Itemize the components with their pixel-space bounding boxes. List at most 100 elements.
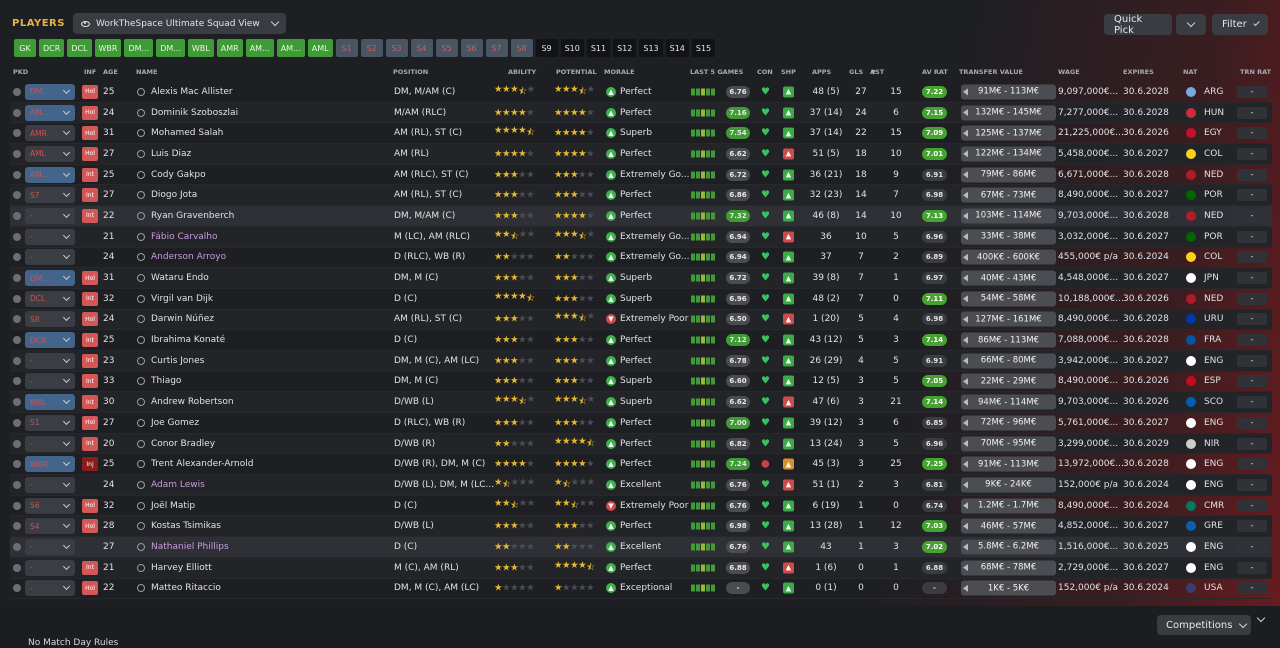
- role-selector[interactable]: -: [25, 538, 75, 555]
- table-row[interactable]: DCL Int 32 Virgil van Dijk D (C) ★ ★ ★ ★ ⯪ ★…: [10, 289, 1272, 310]
- player-name[interactable]: Fábio Carvalho: [151, 231, 218, 242]
- table-row[interactable]: AMR Hol 31 Mohamed Salah AM (RL), ST (C)…: [10, 123, 1272, 145]
- player-name[interactable]: Kostas Tsimikas: [151, 521, 221, 532]
- position-filter-14[interactable]: S4: [410, 39, 433, 57]
- role-selector[interactable]: AM...: [25, 166, 75, 183]
- column-header[interactable]: TRN RAT: [1240, 68, 1272, 76]
- table-row[interactable]: DM... Hol 25 Alexis Mac Allister DM, M/A…: [10, 82, 1272, 103]
- position-filter-18[interactable]: S8: [510, 39, 533, 57]
- role-selector[interactable]: AM...: [25, 104, 75, 121]
- pick-toggle[interactable]: [13, 274, 21, 283]
- column-header[interactable]: CON: [757, 68, 773, 76]
- table-row[interactable]: - Int 20 Conor Bradley D/WB (R) ★ ★ ★ ★ ★ ★ ★…: [10, 433, 1272, 455]
- role-selector[interactable]: WBR: [25, 456, 75, 473]
- pick-toggle[interactable]: [13, 170, 21, 179]
- position-filter-10[interactable]: AML: [307, 39, 333, 57]
- table-row[interactable]: AML Hol 27 Luis Diaz AM (RL) ★ ★ ★ ★ ★ ★ ★ ★ ★ ★…: [10, 144, 1272, 165]
- position-filter-17[interactable]: S7: [485, 39, 508, 57]
- view-selector[interactable]: WorkTheSpace Ultimate Squad View: [72, 13, 286, 34]
- table-row[interactable]: DM... Hol 31 Wataru Endo DM, M (C) ★ ★ ★ ★ ★…: [10, 268, 1272, 289]
- position-filter-4[interactable]: DM...: [124, 39, 154, 57]
- pick-toggle[interactable]: [13, 542, 21, 551]
- position-filter-5[interactable]: DM...: [156, 39, 185, 57]
- role-selector[interactable]: S4: [25, 518, 75, 535]
- player-name[interactable]: Cody Gakpo: [151, 169, 206, 180]
- pick-toggle[interactable]: [13, 563, 21, 572]
- player-name[interactable]: Curtis Jones: [151, 355, 205, 366]
- pick-toggle[interactable]: [13, 129, 21, 138]
- table-row[interactable]: - Int 23 Curtis Jones DM, M (C), AM (LC)…: [10, 350, 1272, 372]
- role-selector[interactable]: -: [25, 435, 75, 452]
- column-header[interactable]: WAGE: [1058, 68, 1080, 76]
- player-name[interactable]: Trent Alexander-Arnold: [151, 459, 254, 470]
- player-name[interactable]: Joël Matip: [151, 500, 196, 511]
- role-selector[interactable]: S6: [25, 497, 75, 514]
- table-row[interactable]: DCR Int 25 Ibrahima Konaté D (C) ★ ★ ★ ★ ★ ★…: [10, 330, 1272, 351]
- role-selector[interactable]: WBL: [25, 394, 75, 411]
- column-header[interactable]: AGE: [103, 68, 118, 76]
- pick-toggle[interactable]: [13, 480, 21, 489]
- column-header[interactable]: MORALE: [604, 68, 635, 76]
- role-selector[interactable]: S1: [25, 414, 75, 431]
- player-name[interactable]: Ibrahima Konaté: [151, 335, 226, 346]
- pick-toggle[interactable]: [13, 418, 21, 427]
- role-selector[interactable]: DM...: [25, 83, 75, 100]
- column-header[interactable]: SHP: [781, 68, 796, 76]
- position-filter-24[interactable]: S14: [665, 39, 689, 57]
- role-selector[interactable]: AMR: [25, 125, 75, 142]
- player-name[interactable]: Harvey Elliott: [151, 562, 212, 573]
- pick-toggle[interactable]: [13, 398, 21, 407]
- column-header[interactable]: ABILITY: [508, 68, 537, 76]
- column-header[interactable]: GLS: [849, 68, 864, 76]
- player-name[interactable]: Conor Bradley: [151, 438, 216, 449]
- position-filter-22[interactable]: S12: [613, 39, 637, 57]
- filter-button[interactable]: Filter: [1212, 14, 1268, 35]
- player-name[interactable]: Darwin Núñez: [151, 314, 214, 325]
- column-header[interactable]: NAT: [1183, 68, 1198, 76]
- pick-toggle[interactable]: [13, 315, 21, 324]
- role-selector[interactable]: S8: [25, 311, 75, 328]
- position-filter-7[interactable]: AMR: [216, 39, 243, 57]
- position-filter-21[interactable]: S11: [586, 39, 611, 57]
- table-row[interactable]: S8 Hol 24 Darwin Núñez AM (RL), ST (C) ★…: [10, 309, 1272, 331]
- role-selector[interactable]: -: [25, 249, 75, 266]
- pick-toggle[interactable]: [13, 522, 21, 531]
- pick-toggle[interactable]: [13, 460, 21, 469]
- column-header[interactable]: PKD: [13, 68, 29, 76]
- position-filter-15[interactable]: S5: [435, 39, 458, 57]
- table-row[interactable]: AM... Int 25 Cody Gakpo AM (RLC), ST (C)…: [10, 165, 1272, 186]
- position-filter-12[interactable]: S2: [360, 39, 383, 57]
- table-row[interactable]: - 24 Anderson Arroyo D (RLC), WB (R) ★ ★ ★…: [10, 248, 1272, 269]
- role-selector[interactable]: -: [25, 580, 75, 597]
- player-name[interactable]: Mohamed Salah: [151, 128, 224, 139]
- column-header[interactable]: AV RAT: [922, 68, 948, 76]
- table-row[interactable]: - 21 Fábio Carvalho M (LC), AM (RLC) ★ ★ ⯪…: [10, 226, 1272, 248]
- position-filter-25[interactable]: S15: [691, 39, 716, 57]
- role-selector[interactable]: DM...: [25, 270, 75, 287]
- pick-toggle[interactable]: [13, 377, 21, 386]
- player-name[interactable]: Thiago: [151, 376, 182, 387]
- player-name[interactable]: Diogo Jota: [151, 190, 198, 201]
- role-selector[interactable]: -: [25, 559, 75, 576]
- pick-toggle[interactable]: [13, 253, 21, 262]
- player-name[interactable]: Wataru Endo: [151, 273, 209, 284]
- position-filter-2[interactable]: DCL: [67, 39, 92, 57]
- pick-toggle[interactable]: [13, 87, 21, 96]
- table-row[interactable]: S1 Hol 27 Joe Gomez D (RLC), WB (R) ★ ★ ★ ★…: [10, 413, 1272, 434]
- position-filter-6[interactable]: WBL: [187, 39, 214, 57]
- column-header[interactable]: APPS: [812, 68, 832, 76]
- role-selector[interactable]: DCR: [25, 332, 75, 349]
- table-row[interactable]: WBR Inj 25 Trent Alexander-Arnold D/WB (…: [10, 454, 1272, 476]
- table-row[interactable]: AM... Hol 24 Dominik Szoboszlai M/AM (RL…: [10, 102, 1272, 124]
- player-name[interactable]: Virgil van Dijk: [151, 293, 214, 304]
- player-name[interactable]: Ryan Gravenberch: [151, 210, 235, 221]
- column-header[interactable]: POSITION: [393, 68, 429, 76]
- quick-pick-button[interactable]: Quick Pick: [1104, 14, 1172, 36]
- pick-toggle[interactable]: [13, 232, 21, 241]
- player-name[interactable]: Luis Diaz: [151, 148, 192, 159]
- pick-toggle[interactable]: [13, 294, 21, 303]
- position-filter-3[interactable]: WBR: [94, 39, 122, 57]
- role-selector[interactable]: S7: [25, 187, 75, 204]
- table-row[interactable]: - Hol 22 Matteo Ritaccio DM, M (C), AM (…: [10, 579, 1272, 600]
- pick-toggle[interactable]: [13, 149, 21, 158]
